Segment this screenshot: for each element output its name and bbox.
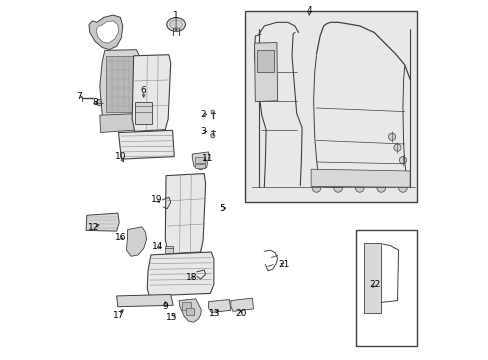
- Polygon shape: [118, 130, 174, 159]
- Text: 18: 18: [185, 274, 197, 282]
- Polygon shape: [100, 113, 142, 132]
- Circle shape: [368, 283, 375, 290]
- Polygon shape: [96, 21, 118, 43]
- Bar: [244, 11, 416, 202]
- Bar: [106, 56, 134, 112]
- Text: 9: 9: [162, 302, 168, 311]
- Text: 5: 5: [219, 204, 224, 212]
- Text: 19: 19: [150, 195, 162, 204]
- Polygon shape: [132, 55, 170, 131]
- Bar: [355, 230, 416, 346]
- Circle shape: [376, 184, 385, 192]
- Polygon shape: [86, 213, 119, 231]
- Polygon shape: [254, 42, 277, 102]
- Circle shape: [387, 133, 395, 140]
- Polygon shape: [147, 252, 213, 296]
- Text: 12: 12: [87, 223, 99, 232]
- Text: 7: 7: [76, 92, 81, 101]
- Text: 15: 15: [166, 313, 177, 322]
- Bar: [194, 164, 204, 168]
- Bar: [165, 246, 172, 253]
- Circle shape: [96, 99, 103, 106]
- Bar: [134, 102, 152, 124]
- Bar: [194, 157, 204, 163]
- Polygon shape: [208, 300, 230, 312]
- Bar: [186, 308, 194, 315]
- Polygon shape: [117, 294, 173, 307]
- Text: 3: 3: [200, 127, 205, 136]
- Polygon shape: [179, 299, 201, 322]
- Polygon shape: [89, 15, 122, 50]
- Circle shape: [398, 184, 407, 192]
- Circle shape: [399, 157, 406, 164]
- Text: 13: 13: [209, 309, 220, 318]
- Circle shape: [393, 144, 400, 151]
- Text: 20: 20: [235, 310, 246, 319]
- Text: 4: 4: [306, 6, 311, 15]
- Circle shape: [211, 110, 214, 114]
- Bar: [181, 302, 190, 310]
- Polygon shape: [126, 227, 146, 256]
- Text: 1: 1: [173, 11, 179, 20]
- Text: 11: 11: [202, 154, 213, 163]
- Circle shape: [130, 234, 142, 247]
- Text: 6: 6: [141, 86, 146, 95]
- Text: 22: 22: [368, 280, 380, 289]
- Circle shape: [311, 184, 320, 192]
- Bar: [257, 50, 274, 72]
- Circle shape: [355, 184, 363, 192]
- Circle shape: [198, 271, 204, 278]
- Text: 16: 16: [114, 233, 126, 242]
- Text: 8: 8: [92, 98, 98, 107]
- Polygon shape: [230, 298, 253, 311]
- Polygon shape: [310, 169, 409, 187]
- Text: 21: 21: [278, 260, 289, 269]
- Circle shape: [367, 265, 377, 275]
- Circle shape: [210, 134, 215, 138]
- Ellipse shape: [169, 20, 182, 29]
- Polygon shape: [192, 152, 209, 170]
- Text: 17: 17: [113, 310, 124, 320]
- Ellipse shape: [166, 18, 185, 31]
- Bar: [363, 243, 381, 313]
- Text: 2: 2: [200, 110, 205, 119]
- Polygon shape: [100, 50, 142, 124]
- Text: 14: 14: [151, 243, 163, 252]
- Circle shape: [258, 71, 272, 86]
- Polygon shape: [165, 174, 205, 254]
- Circle shape: [333, 184, 342, 192]
- Text: 10: 10: [114, 152, 126, 161]
